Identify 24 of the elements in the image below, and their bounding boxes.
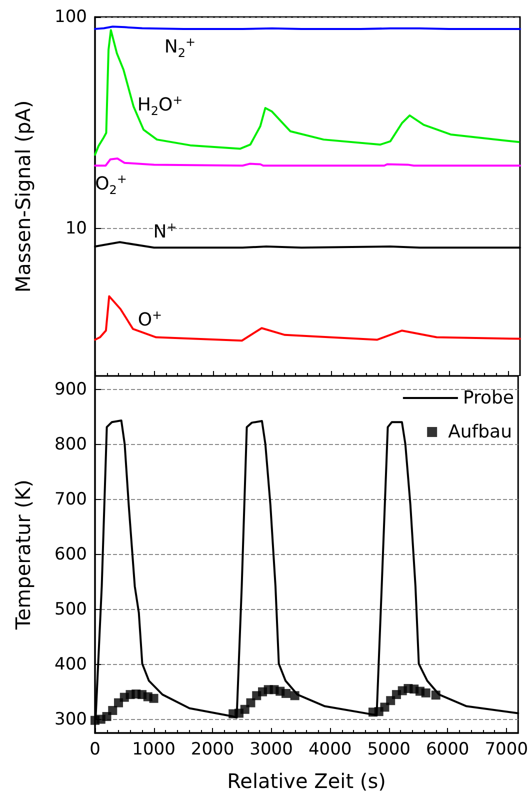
y-tick-label: 700 (54, 490, 87, 510)
y-tick-label: 100 (54, 7, 87, 27)
y-tick-label: 300 (54, 709, 87, 730)
legend-label: Probe (462, 388, 514, 408)
y-tick-label: 600 (54, 544, 87, 564)
x-tick-label: 1000 (132, 740, 176, 760)
x-tick-label: 7000 (484, 740, 528, 760)
x-tick-label: 6000 (426, 740, 470, 760)
y-tick-label: 500 (54, 599, 87, 620)
y-tick-label: 10 (65, 218, 87, 238)
legend-label: Aufbau (448, 422, 512, 442)
x-tick-label: 0 (90, 740, 100, 760)
y-tick-label: 800 (54, 434, 87, 455)
y-axis-title: Temperatur (K) (11, 480, 35, 630)
x-tick-label: 2000 (190, 740, 234, 760)
x-tick-label: 5000 (367, 740, 410, 760)
x-tick-label: 3000 (250, 740, 293, 760)
y-axis-title: Massen-Signal (pA) (11, 100, 35, 293)
y-tick-label: 400 (54, 654, 87, 674)
y-tick-label: 900 (54, 380, 87, 400)
series-label: O+ (138, 308, 162, 330)
x-axis-title: Relative Zeit (s) (227, 769, 386, 793)
series-label: N+ (153, 220, 177, 242)
x-tick-label: 4000 (308, 740, 352, 760)
